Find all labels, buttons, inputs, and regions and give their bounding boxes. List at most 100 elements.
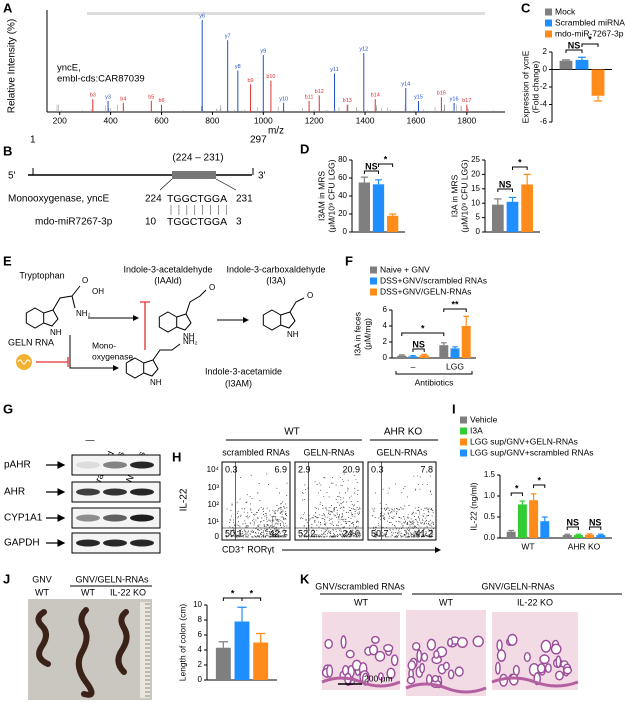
- crypt: [407, 660, 417, 671]
- legend-label: Scrambled miRNA: [555, 17, 625, 27]
- bar: [562, 535, 572, 538]
- y-axis-label: (μM/mg): [362, 318, 372, 350]
- legend-swatch: [370, 266, 377, 274]
- significance-bracket: [401, 332, 445, 336]
- legend-label: Vehicle: [470, 414, 498, 424]
- y-axis-label: Relative Intensity (%): [7, 19, 18, 113]
- legend-label: LGG sup/GNV+GELN-RNAs: [470, 436, 578, 446]
- bar: [521, 184, 534, 232]
- significance-label: NS: [499, 179, 512, 189]
- significance-label: *: [231, 588, 235, 598]
- x-axis-label: m/z: [268, 126, 284, 137]
- annotation: yncE,: [57, 63, 81, 74]
- crypt: [368, 644, 379, 656]
- panel-letter: E: [3, 253, 12, 268]
- y-axis-label: (μM/10⁹ CFU LGG): [459, 159, 469, 232]
- crypt: [374, 650, 386, 662]
- crypt: [420, 652, 429, 662]
- crypt: [523, 651, 531, 663]
- error-bar: [594, 95, 602, 102]
- crypt: [386, 667, 396, 680]
- panel-letter: K: [300, 571, 310, 586]
- bar: [585, 534, 595, 538]
- legend-swatch: [545, 30, 552, 38]
- peak-label: b6: [158, 98, 164, 104]
- sequence-strip: [87, 12, 485, 15]
- blot-band: [130, 488, 154, 496]
- bar: [439, 345, 449, 358]
- panel-letter: F: [345, 253, 353, 268]
- compound-name: (I3A): [266, 275, 286, 285]
- side-chain: [152, 343, 181, 361]
- significance-label: *: [537, 475, 541, 485]
- legend-swatch: [545, 8, 552, 16]
- atom-label: NH: [150, 378, 162, 387]
- x-tick-label: 800: [205, 115, 219, 125]
- bar: [506, 531, 516, 538]
- benzene-ring: [262, 309, 282, 331]
- position-label: 3: [236, 217, 242, 228]
- zoom-line: [215, 178, 237, 191]
- legend-label: DSS+GNV/GELN-RNAs: [380, 286, 471, 296]
- x-tick-label: 1800: [457, 115, 476, 125]
- protein-label: GAPDH: [4, 538, 40, 549]
- benzene-ring: [25, 307, 45, 329]
- y-tick-label: 6: [198, 630, 203, 639]
- error-bar: [519, 500, 526, 505]
- y-axis-label: IL-22: [179, 488, 190, 511]
- x-tick-label: 600: [154, 115, 168, 125]
- crypt: [377, 672, 384, 681]
- mucosa-edge: [491, 676, 579, 688]
- peak-label: y12: [359, 47, 368, 53]
- inhibition: [140, 301, 150, 350]
- crypt: [563, 666, 573, 675]
- peak-label: y10: [279, 96, 288, 102]
- bar: [397, 355, 407, 358]
- inhibition: [36, 357, 69, 367]
- compound-name: Indole-3-carboxaldehyde: [226, 264, 325, 274]
- significance-bracket: [589, 526, 602, 530]
- error-bar: [256, 632, 266, 643]
- error-bar: [508, 196, 517, 202]
- x-tick-label: –: [411, 361, 416, 371]
- protein-label: CYP1A1: [4, 513, 43, 524]
- crypt: [554, 670, 564, 681]
- bar: [215, 647, 231, 680]
- protein-label: pAHR: [4, 460, 31, 471]
- quadrant-value: 2.9: [298, 464, 311, 474]
- rna-icon-wave: [17, 359, 31, 365]
- peak-label: b9: [247, 78, 253, 84]
- crypt: [496, 639, 503, 652]
- significance-bracket: [566, 526, 579, 530]
- significance-label: NS: [412, 339, 425, 349]
- y-tick-label: 8: [198, 615, 203, 624]
- significance-label: NS: [568, 40, 581, 50]
- significance-label: **: [451, 299, 459, 309]
- protein-label: AHR: [4, 487, 25, 498]
- legend-label: LGG sup/GNV+scrambled RNAs: [470, 447, 594, 457]
- peak-label: b14: [371, 93, 380, 99]
- panel-letter: D: [300, 141, 309, 156]
- crypt: [540, 639, 552, 653]
- y-tick-label: 10: [471, 198, 480, 207]
- crypt: [555, 655, 562, 668]
- colon: [35, 609, 51, 667]
- axis-label: 10²: [207, 500, 219, 509]
- significance-bracket: [581, 43, 599, 47]
- crypt: [433, 650, 440, 659]
- error-bar: [218, 641, 228, 648]
- genotype-label: IL-22 KO: [110, 587, 146, 597]
- sequence: TGGCTGGA: [167, 216, 227, 228]
- y-axis-label: I3A in feces: [352, 312, 362, 356]
- rna-label: GELN RNA: [8, 337, 54, 347]
- atom-label: O: [209, 283, 215, 292]
- atom-label: O: [82, 276, 88, 285]
- event-dots: [299, 473, 361, 538]
- significance-label: NS: [365, 161, 378, 171]
- pyrrole-ring: [280, 311, 296, 329]
- y-axis-label: IL-22 (ng/ml): [468, 482, 478, 530]
- peak-label: b17: [462, 98, 471, 104]
- atom-label: NH₂: [76, 309, 91, 318]
- colon: [75, 607, 95, 698]
- side-chain: [289, 297, 305, 313]
